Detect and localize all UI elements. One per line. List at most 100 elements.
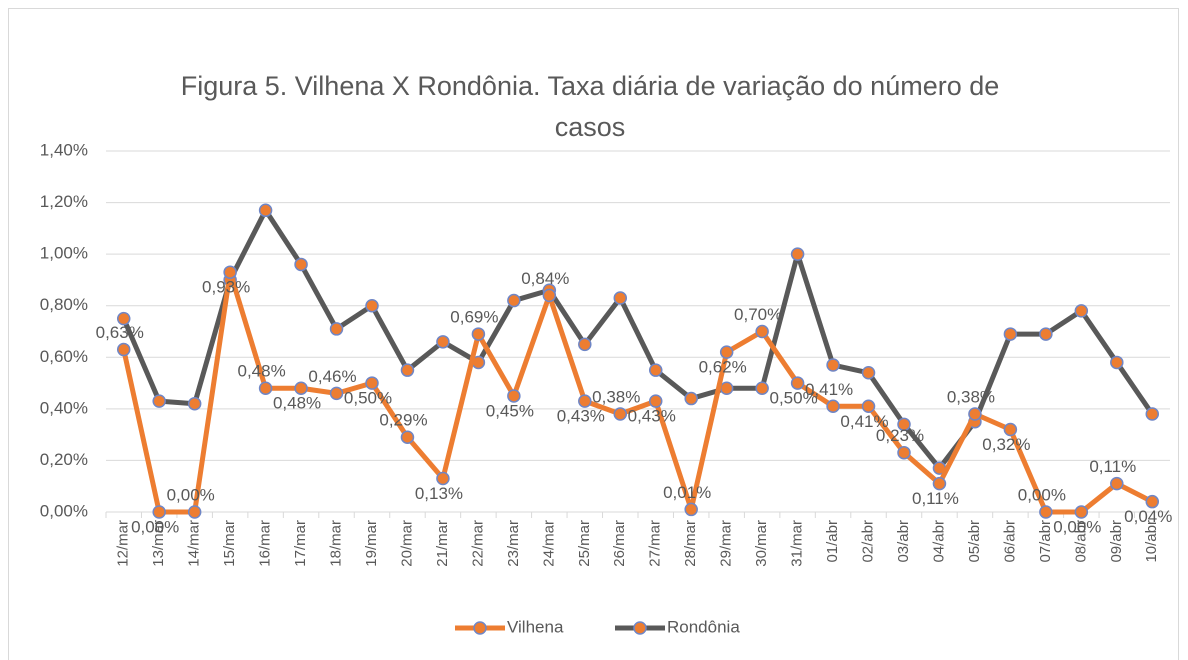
data-label: 0,48% — [273, 394, 321, 413]
marker — [294, 257, 308, 272]
marker — [755, 324, 769, 339]
data-label: 0,45% — [486, 401, 534, 420]
x-tick-label: 19/mar — [363, 520, 380, 567]
x-tick-label: 03/abr — [895, 520, 912, 563]
data-label: 0,93% — [202, 278, 250, 297]
marker — [755, 381, 769, 395]
data-label: 0,38% — [947, 387, 995, 406]
marker — [365, 298, 379, 313]
data-label: 0,00% — [1018, 485, 1066, 504]
x-tick-label: 23/mar — [505, 520, 522, 567]
marker — [648, 394, 663, 408]
marker — [507, 293, 521, 308]
data-label: 0,38% — [592, 387, 640, 406]
y-tick-label: 0,60% — [40, 347, 88, 366]
data-label: 0,00% — [167, 485, 215, 504]
data-label: 0,41% — [805, 380, 853, 399]
x-tick-label: 14/mar — [186, 520, 203, 567]
x-tick-label: 08/abr — [1072, 520, 1089, 563]
x-tick-label: 01/abr — [824, 520, 841, 563]
data-label: 0,29% — [379, 411, 427, 430]
marker — [684, 391, 698, 406]
marker — [897, 445, 911, 460]
marker — [152, 505, 166, 519]
marker — [1074, 505, 1089, 519]
x-tick-label: 30/mar — [753, 520, 770, 567]
data-label: 0,46% — [308, 367, 356, 386]
x-tick-label: 22/mar — [469, 520, 486, 567]
data-label: 0,69% — [450, 308, 498, 327]
marker — [400, 430, 415, 444]
marker — [436, 335, 450, 349]
x-tick-label: 05/abr — [966, 520, 983, 563]
marker — [719, 381, 734, 395]
x-tick-label: 09/abr — [1108, 520, 1125, 563]
data-label: 0,62% — [699, 358, 747, 377]
y-tick-label: 1,40% — [40, 140, 88, 159]
x-tick-label: 15/mar — [221, 520, 238, 567]
data-label: 0,13% — [415, 484, 463, 503]
x-tick-label: 04/abr — [930, 520, 947, 563]
data-label: 0,11% — [912, 489, 959, 508]
legend-marker — [473, 621, 487, 635]
marker — [507, 389, 521, 403]
marker — [223, 265, 237, 279]
x-tick-label: 21/mar — [434, 520, 451, 567]
marker — [897, 417, 911, 432]
x-tick-label: 29/mar — [718, 520, 735, 567]
marker — [578, 394, 592, 408]
x-tick-label: 12/mar — [115, 520, 132, 567]
marker — [1074, 304, 1089, 318]
marker — [1110, 476, 1124, 491]
chart-border — [8, 8, 1179, 660]
marker — [684, 502, 698, 517]
marker — [613, 291, 628, 305]
marker — [790, 376, 805, 390]
marker — [861, 366, 876, 380]
data-label: 0,04% — [1124, 507, 1172, 526]
series-line — [121, 207, 1155, 471]
y-tick-label: 0,40% — [40, 398, 88, 417]
x-tick-label: 17/mar — [292, 520, 309, 567]
marker — [613, 407, 628, 421]
marker — [471, 327, 486, 341]
marker — [400, 363, 415, 377]
marker — [1110, 355, 1124, 370]
data-label: 0,41% — [840, 412, 888, 431]
marker — [1145, 407, 1160, 421]
marker — [116, 342, 131, 357]
x-tick-label: 31/mar — [789, 520, 806, 567]
x-tick-label: 20/mar — [398, 520, 415, 567]
data-label: 0,48% — [237, 362, 285, 381]
marker — [152, 394, 166, 408]
x-tick-label: 27/mar — [647, 520, 664, 567]
marker — [578, 337, 592, 352]
marker — [1003, 422, 1018, 437]
marker — [365, 376, 379, 390]
marker — [542, 288, 557, 303]
x-tick-label: 24/mar — [540, 520, 557, 567]
marker — [790, 247, 805, 261]
y-tick-label: 1,00% — [40, 244, 88, 263]
marker — [436, 471, 450, 486]
legend-label: Rondônia — [667, 617, 740, 636]
x-tick-label: 25/mar — [576, 520, 593, 567]
x-tick-label: 07/abr — [1037, 520, 1054, 563]
marker — [968, 407, 982, 421]
marker — [258, 381, 273, 395]
marker — [187, 505, 202, 519]
marker — [861, 399, 876, 414]
data-label: 0,43% — [557, 407, 605, 426]
marker — [258, 203, 273, 218]
x-tick-label: 16/mar — [257, 520, 274, 567]
marker — [294, 381, 308, 395]
data-label: 0,50% — [344, 389, 392, 408]
legend-label: Vilhena — [507, 617, 564, 636]
legend-marker — [633, 621, 647, 635]
data-label: 0,00% — [1053, 517, 1101, 536]
data-label: 0,43% — [628, 407, 676, 426]
marker — [187, 396, 202, 411]
data-label: 0,32% — [982, 435, 1030, 454]
